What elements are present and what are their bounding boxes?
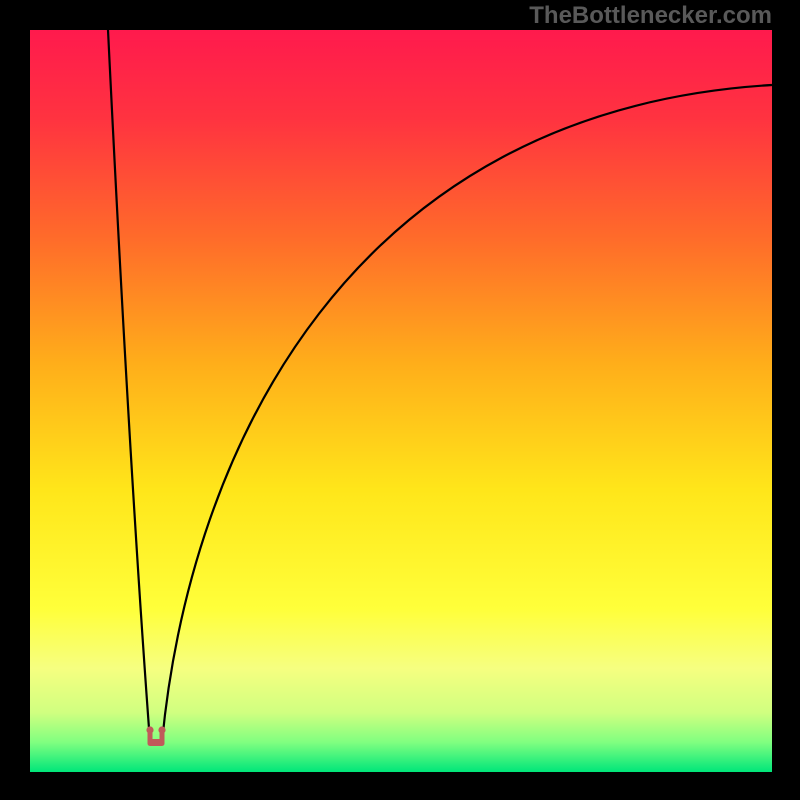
plot-area xyxy=(30,30,772,772)
bottleneck-curve xyxy=(30,30,772,772)
chart-container: TheBottlenecker.com xyxy=(0,0,800,800)
right-branch xyxy=(162,85,772,742)
watermark-text: TheBottlenecker.com xyxy=(529,2,772,30)
valley-marker xyxy=(146,726,165,746)
left-branch xyxy=(108,30,150,742)
